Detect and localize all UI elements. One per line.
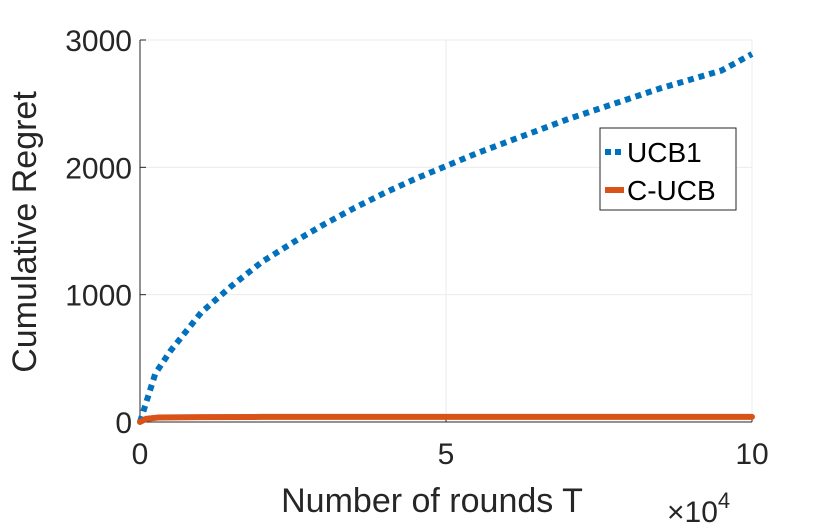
series-line-c-ucb — [137, 413, 755, 425]
grid — [139, 39, 753, 423]
x-tick-label: 0 — [132, 438, 149, 471]
legend-label: UCB1 — [627, 137, 702, 168]
y-tick-label: 3000 — [65, 25, 132, 58]
x-tick-label: 10 — [735, 438, 768, 471]
legend-label: C-UCB — [627, 175, 716, 206]
x-axis-multiplier-exponent: 4 — [718, 488, 730, 513]
series — [137, 51, 755, 425]
tick-labels: 0 1000 2000 3000 0 5 10 — [65, 25, 768, 471]
y-axis-title: Cumulative Regret — [6, 91, 44, 373]
y-tick-label: 0 — [115, 407, 132, 440]
x-tick-label: 5 — [438, 438, 455, 471]
x-axis-multiplier: ×104 — [667, 488, 730, 529]
x-axis-title: Number of rounds T — [281, 482, 583, 520]
axes — [139, 40, 752, 423]
series-line-ucb1 — [137, 51, 754, 423]
legend-box — [599, 127, 737, 211]
x-axis-multiplier-base: ×10 — [667, 496, 718, 529]
y-tick-label: 2000 — [65, 152, 132, 185]
legend: UCB1 C-UCB — [599, 127, 737, 211]
y-tick-label: 1000 — [65, 280, 132, 313]
